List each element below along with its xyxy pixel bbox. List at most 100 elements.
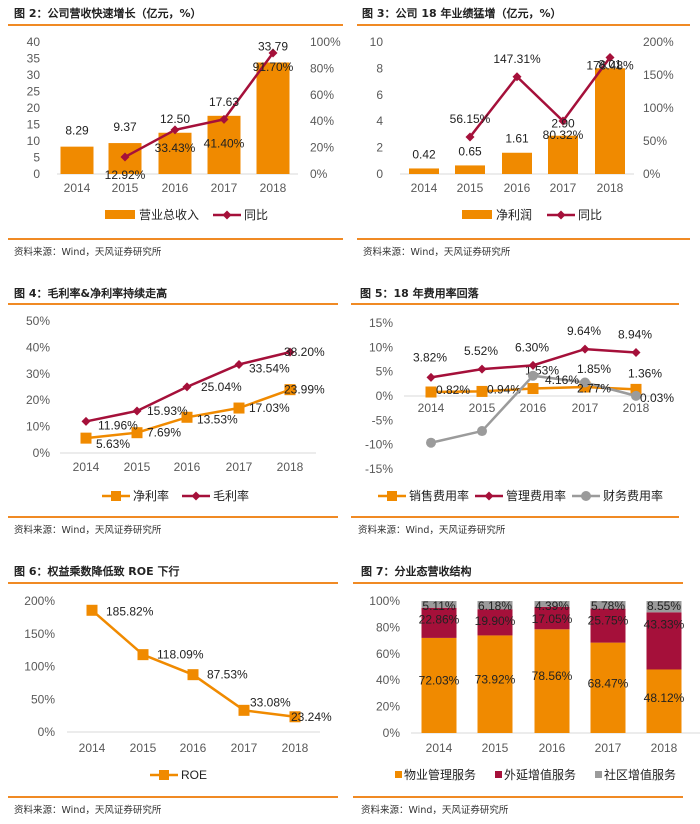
fig4-ytick: 10% (26, 420, 50, 434)
fig2-legend-swatch-bar (105, 210, 135, 219)
fig2-source: 资料来源：Wind，天风证券研究所 (14, 247, 162, 258)
fig2-legend-label: 同比 (244, 208, 268, 222)
fig3-bar-label: 2.90 (551, 117, 575, 131)
fig7-source-rule (353, 796, 683, 798)
fig2-bar-label: 8.29 (65, 124, 89, 138)
fig5-label-0: 0.82% (436, 383, 470, 397)
fig2-bar-label: 12.50 (160, 112, 190, 126)
fig4-xtick: 2018 (277, 460, 304, 474)
fig6-ytick: 100% (24, 660, 55, 674)
fig2-line-point (219, 114, 229, 124)
fig3-xtick: 2018 (597, 181, 624, 195)
fig5-legend-marker (484, 491, 494, 501)
fig5-point-1 (580, 344, 590, 354)
fig7-label-0: 73.92% (475, 672, 516, 686)
fig2-xtick: 2015 (112, 181, 139, 195)
fig4-point-1 (81, 416, 91, 426)
fig7-label-2: 5.78% (591, 599, 625, 613)
fig3-ytick: 2 (376, 141, 383, 155)
fig4-point-1 (182, 382, 192, 392)
fig5-legend-marker (581, 491, 591, 501)
fig7-xtick: 2018 (651, 741, 678, 755)
fig5-point-2 (528, 370, 538, 381)
fig5-ytick: 15% (369, 316, 393, 330)
fig2-xtick: 2016 (162, 181, 189, 195)
fig4-point-0 (80, 432, 92, 444)
fig7-segment-1 (534, 606, 570, 630)
fig3-xtick: 2015 (457, 181, 484, 195)
fig7-ytick: 0% (383, 726, 401, 740)
fig5-label-0: 1.36% (628, 366, 662, 380)
fig5-ytick: -10% (365, 438, 393, 452)
fig7-label-2: 8.55% (647, 599, 681, 613)
fig5-point-2 (631, 390, 641, 401)
fig7-segment-2 (646, 601, 682, 613)
fig4-title: 图 4：毛利率&净利率持续走高 (14, 287, 168, 300)
fig7-legend-label: 社区增值服务 (604, 767, 676, 782)
fig3-source: 资料来源：Wind，天风证券研究所 (363, 247, 511, 258)
fig6-point-0 (137, 649, 149, 661)
fig2-y2tick: 20% (310, 141, 334, 155)
fig2-ytick: 0 (33, 167, 40, 181)
fig3-y2tick: 0% (643, 167, 661, 181)
fig4-ytick: 30% (26, 367, 50, 381)
fig5-point-1 (426, 372, 436, 382)
fig7-label-0: 78.56% (532, 669, 573, 683)
fig5-label-0: 0.94% (487, 382, 521, 396)
fig7-legend-swatch (395, 771, 402, 778)
fig2-bar (256, 62, 290, 175)
fig7-ytick: 20% (376, 700, 400, 714)
fig2-line-label: 41.40% (204, 136, 245, 150)
fig5-xtick: 2016 (520, 401, 547, 415)
fig4-label-0: 23.99% (284, 383, 325, 397)
fig3-line-point (558, 116, 568, 126)
fig2-title: 图 2：公司营收快速增长（亿元，%） (14, 7, 202, 20)
fig3-bar-label: 8.01 (598, 57, 622, 71)
fig2-ytick: 5 (33, 151, 40, 165)
fig3-line-point (512, 72, 522, 82)
fig5-label-1: 3.82% (413, 350, 447, 364)
fig5-xtick: 2014 (418, 401, 445, 415)
fig7-segment-0 (477, 635, 513, 733)
fig6-ytick: 50% (31, 692, 55, 706)
fig2-bar (158, 132, 192, 174)
fig7-legend-swatch (495, 771, 502, 778)
fig2-ytick: 10 (27, 134, 41, 148)
fig4-ytick: 20% (26, 393, 50, 407)
fig2-ytick: 30 (27, 68, 41, 82)
fig5-point-0 (527, 383, 539, 395)
fig2-y2tick: 40% (310, 114, 334, 128)
fig4-ytick: 0% (33, 446, 51, 460)
fig5-point-2 (477, 426, 487, 437)
fig5-ytick: 5% (376, 365, 394, 379)
fig2-y2tick: 80% (310, 61, 334, 75)
fig3-title-rule (357, 24, 690, 26)
fig6-source: 资料来源：Wind，天风证券研究所 (14, 805, 162, 816)
fig3-bar (409, 168, 439, 174)
fig5-point-0 (425, 386, 437, 398)
fig7-title: 图 7：分业态营收结构 (361, 565, 472, 578)
fig3-bar (595, 68, 625, 174)
fig2-y2tick: 0% (310, 167, 328, 181)
fig2-xtick: 2017 (211, 181, 238, 195)
fig4-label-1: 25.04% (201, 380, 242, 394)
fig3-legend-marker (556, 210, 566, 220)
fig7-label-2: 5.11% (422, 599, 455, 613)
fig7-legend-swatch (595, 771, 602, 778)
fig6-xtick: 2015 (130, 741, 157, 755)
fig5-ytick: 10% (369, 340, 393, 354)
fig4-xtick: 2016 (174, 460, 201, 474)
fig5-title: 图 5：18 年费用率回落 (360, 287, 479, 300)
fig4-label-0: 7.69% (147, 426, 181, 440)
fig3-y2tick: 150% (643, 68, 674, 82)
fig6-label-0: 33.08% (250, 695, 291, 709)
fig4-source-rule (8, 516, 338, 518)
fig3-line-label: 80.32% (543, 128, 584, 142)
fig4-ytick: 50% (26, 314, 50, 328)
fig4-xtick: 2015 (124, 460, 151, 474)
fig5-label-2: 0.03% (640, 391, 674, 405)
fig3-source-rule (357, 238, 690, 240)
fig3-legend-label: 净利润 (496, 208, 532, 222)
fig3-bar-label: 0.65 (458, 144, 482, 158)
fig7-segment-1 (477, 609, 513, 636)
